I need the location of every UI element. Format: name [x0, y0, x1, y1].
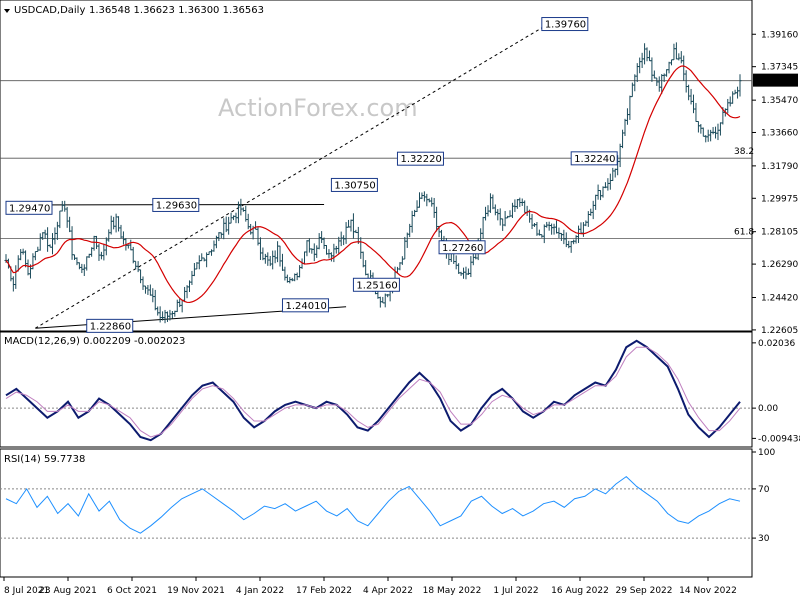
price-y-tick-label: 1.31790: [761, 162, 798, 172]
annotation-label: 1.32240: [574, 154, 615, 165]
price-y-tick-label: 1.29975: [761, 194, 798, 204]
macd-y-tick-label: 0.00: [758, 404, 778, 414]
price-annotation: 1.30750: [330, 177, 378, 192]
x-tick-label: 18 May 2022: [423, 586, 482, 596]
price-y-tick-label: 1.37345: [761, 63, 798, 73]
macd-y-tick-label: 0.02036: [758, 339, 795, 349]
last-price-tag: [753, 73, 798, 87]
rsi-y-tick-label: 30: [758, 534, 770, 544]
price-plot: 38.2 61.8 1.29470 1.29630 1.22860 1.30750 1.24…: [0, 17, 754, 333]
x-tick-label: 14 Nov 2022: [679, 586, 737, 596]
x-tick-label: 23 Aug 2021: [39, 586, 97, 596]
x-tick-label: 4 Jan 2022: [236, 586, 284, 596]
annotation-box: [5, 200, 53, 215]
dropdown-arrow-icon[interactable]: [4, 9, 10, 13]
annotation-box: [396, 151, 444, 166]
macd-panel-frame: [0, 331, 753, 448]
price-panel-frame: [0, 0, 753, 332]
annotation-label: 1.25160: [356, 280, 397, 291]
x-tick-label: 17 Feb 2022: [296, 586, 352, 596]
price-y-tick-label: 1.24420: [761, 293, 798, 303]
price-y-tick-label: 1.28105: [761, 228, 798, 238]
annotation-label: 1.22860: [90, 321, 131, 332]
annotation-box: [570, 151, 618, 166]
annotation-box: [541, 17, 589, 32]
annotation-box: [86, 318, 134, 333]
annotation-box: [330, 177, 378, 192]
price-annotation: 1.39760: [541, 17, 589, 32]
price-annotation: 1.29630: [152, 197, 200, 212]
price-y-tick-label: 1.22605: [761, 326, 798, 336]
price-y-tick-label: 1.39160: [761, 30, 798, 40]
annotation-box: [352, 277, 400, 292]
x-tick-label: 19 Nov 2021: [167, 586, 225, 596]
rsi-title: RSI(14) 59.7738: [4, 454, 85, 465]
annotation-box: [438, 240, 486, 255]
symbol-label: USDCAD,Daily: [14, 5, 85, 16]
moving-average-line: [5, 65, 741, 304]
price-annotation: 1.24010: [281, 298, 329, 313]
x-tick-label: 6 Oct 2021: [107, 586, 157, 596]
price-y-tick-label: 1.26290: [761, 260, 798, 270]
x-tick-label: 8 Jul 2021: [4, 586, 49, 596]
annotation-label: 1.30750: [334, 180, 375, 191]
annotation-label: 1.29470: [9, 203, 50, 214]
x-tick-label: 16 Aug 2022: [551, 586, 609, 596]
annotation-label: 1.24010: [285, 301, 326, 312]
fib-level-label: 61.8: [734, 227, 754, 237]
signal-line: [5, 346, 741, 438]
price-annotation: 1.32220: [396, 151, 444, 166]
rsi-plot: [0, 475, 752, 539]
annotation-box: [281, 298, 329, 313]
price-annotation: 1.29470: [5, 200, 53, 215]
x-tick-label: 1 Jul 2022: [493, 586, 538, 596]
price-bar: [738, 74, 742, 97]
last-price-label: 1.36563: [757, 77, 794, 87]
x-tick-label: 29 Sep 2022: [615, 586, 672, 596]
rsi-y-tick-label: 70: [758, 485, 770, 495]
watermark: ActionForex.com: [218, 94, 418, 122]
price-y-tick-label: 1.35470: [761, 96, 798, 106]
rsi-y-tick-label: 100: [758, 448, 775, 458]
annotation-label: 1.29630: [156, 200, 197, 211]
annotation-label: 1.32220: [400, 154, 441, 165]
ohlc-readout: 1.36548 1.36623 1.36300 1.36563: [89, 5, 264, 16]
macd-title: MACD(12,26,9) 0.002209 -0.002023: [4, 336, 185, 347]
annotation-label: 1.39760: [545, 20, 586, 31]
rsi-line: [5, 475, 741, 534]
price-annotation: 1.27260: [438, 240, 486, 255]
annotation-box: [152, 197, 200, 212]
x-tick-label: 4 Apr 2022: [363, 586, 413, 596]
annotation-label: 1.27260: [442, 243, 483, 254]
price-annotation: 1.32240: [570, 151, 618, 166]
macd-y-tick-label: -0.009438: [758, 434, 800, 444]
rsi-panel-frame: [0, 448, 753, 578]
price-annotation: 1.22860: [86, 318, 134, 333]
fib-level-label: 38.2: [734, 147, 754, 157]
price-annotation: 1.25160: [352, 277, 400, 292]
price-y-tick-label: 1.33660: [761, 128, 798, 138]
macd-plot: [0, 339, 752, 442]
